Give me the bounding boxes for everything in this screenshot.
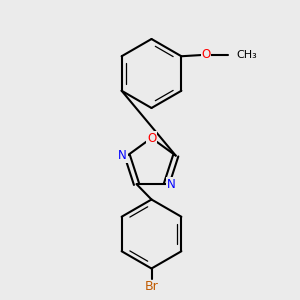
Text: O: O [147,131,156,145]
Text: O: O [201,48,211,61]
Text: N: N [118,149,127,162]
Text: N: N [167,178,176,190]
Text: Br: Br [145,280,158,293]
Text: CH₃: CH₃ [237,50,257,60]
